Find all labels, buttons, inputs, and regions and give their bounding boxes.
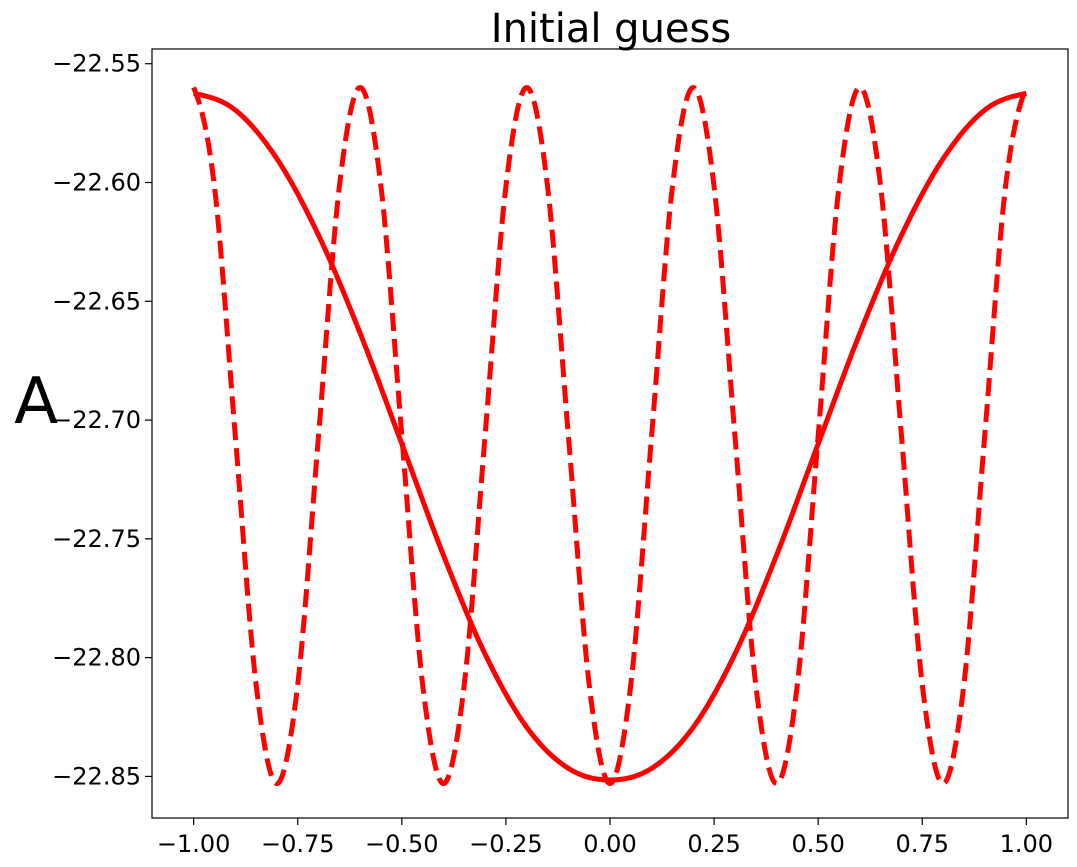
x-tick-label: 0.00	[583, 830, 636, 858]
y-tick-label: −22.70	[52, 406, 141, 434]
y-tick-label: −22.75	[52, 525, 141, 553]
x-tick-label: −0.50	[365, 830, 439, 858]
x-tick-label: −0.25	[469, 830, 543, 858]
y-axis-label: A	[14, 365, 58, 439]
x-tick-label: 0.75	[896, 830, 949, 858]
plot-frame	[151, 48, 1069, 819]
x-tick-label: −0.75	[261, 830, 335, 858]
x-tick-label: 0.25	[687, 830, 740, 858]
chart-title: Initial guess	[491, 6, 731, 52]
y-axis: −22.85 −22.80 −22.75 −22.70 −22.65 −22.60 −22.…	[52, 50, 152, 790]
x-tick-label: 1.00	[1000, 830, 1053, 858]
y-tick-label: −22.85	[52, 762, 141, 790]
y-tick-label: −22.80	[52, 644, 141, 672]
y-tick-label: −22.65	[52, 287, 141, 315]
y-tick-label: −22.60	[52, 169, 141, 197]
x-tick-label: −1.00	[157, 830, 231, 858]
x-axis: −1.00 −0.75 −0.50 −0.25 0.00 0.25 0.50 0.75 1.00	[157, 818, 1053, 858]
plot-area	[191, 84, 1029, 787]
x-tick-label: 0.50	[791, 830, 844, 858]
dashed-series-line	[191, 84, 1029, 787]
y-tick-label: −22.55	[52, 50, 141, 78]
